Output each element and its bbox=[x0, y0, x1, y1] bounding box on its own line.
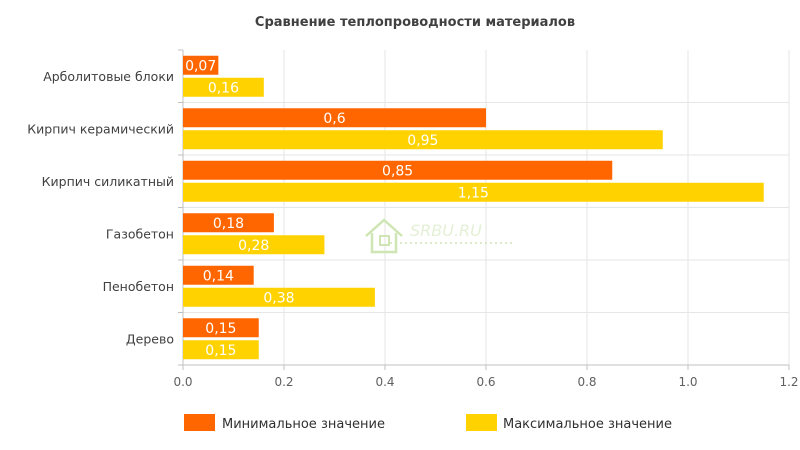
x-tick-label: 0.0 bbox=[173, 375, 192, 389]
x-tick-label: 1.2 bbox=[779, 375, 798, 389]
bar-min-label: 0,18 bbox=[213, 216, 244, 232]
watermark-text: SRBU.RU bbox=[410, 221, 482, 240]
x-tick-label: 0.8 bbox=[577, 375, 596, 389]
category-label: Кирпич силикатный bbox=[42, 174, 174, 189]
legend-label-max: Максимальное значение bbox=[503, 417, 672, 432]
bar-min bbox=[183, 160, 613, 180]
bar-max-label: 0,28 bbox=[238, 238, 269, 254]
bar-min-label: 0,15 bbox=[205, 321, 236, 337]
bar-min-label: 0,14 bbox=[203, 268, 234, 284]
legend-label-min: Минимальное значение bbox=[222, 417, 385, 432]
x-tick-label: 0.6 bbox=[476, 375, 495, 389]
category-label: Газобетон bbox=[106, 226, 174, 241]
legend-swatch-min bbox=[184, 414, 215, 431]
category-label: Пенобетон bbox=[103, 279, 174, 294]
bar-max bbox=[183, 235, 325, 255]
category-label: Кирпич керамический bbox=[27, 121, 174, 136]
grid-lines bbox=[178, 49, 790, 370]
x-tick-label: 0.2 bbox=[274, 375, 293, 389]
legend-swatch-max bbox=[466, 414, 497, 431]
legend: Минимальное значение Максимальное значен… bbox=[184, 414, 672, 432]
x-tick-label: 0.4 bbox=[375, 375, 394, 389]
bar-max-label: 0,16 bbox=[208, 80, 239, 96]
bar-max bbox=[183, 130, 663, 150]
bar-max bbox=[183, 77, 264, 97]
x-tick-label: 1.0 bbox=[678, 375, 697, 389]
bar-max bbox=[183, 340, 259, 360]
bar-min bbox=[183, 213, 274, 233]
bar-max-label: 0,15 bbox=[205, 343, 236, 359]
bars: 0,07 0,6 0,85 0,18 0,14 0,15 0,16 0,95 1,15 0,28 0… bbox=[183, 55, 764, 360]
bar-max-label: 0,95 bbox=[407, 133, 438, 149]
category-label: Дерево bbox=[126, 331, 174, 346]
x-axis-tick-labels: 0.0 0.2 0.4 0.6 0.8 1.0 1.2 bbox=[173, 375, 798, 389]
bar-min bbox=[183, 108, 486, 128]
house-icon bbox=[365, 218, 403, 254]
watermark: SRBU.RU bbox=[365, 218, 515, 254]
bar-max bbox=[183, 182, 764, 202]
bar-max bbox=[183, 287, 375, 307]
bar-min bbox=[183, 318, 259, 338]
bar-min-label: 0,6 bbox=[323, 111, 345, 127]
bar-min-label: 0,07 bbox=[185, 58, 216, 74]
bar-min-label: 0,85 bbox=[382, 163, 413, 179]
bar-max-label: 0,38 bbox=[263, 290, 294, 306]
bar-min bbox=[183, 265, 254, 285]
bar-max-label: 1,15 bbox=[458, 185, 489, 201]
category-label: Арболитовые блоки bbox=[43, 69, 174, 84]
category-labels: Арболитовые блоки Кирпич керамический Кирп… bbox=[27, 69, 174, 347]
chart-title: Сравнение теплопроводности материалов bbox=[255, 15, 575, 30]
bar-min bbox=[183, 55, 219, 75]
